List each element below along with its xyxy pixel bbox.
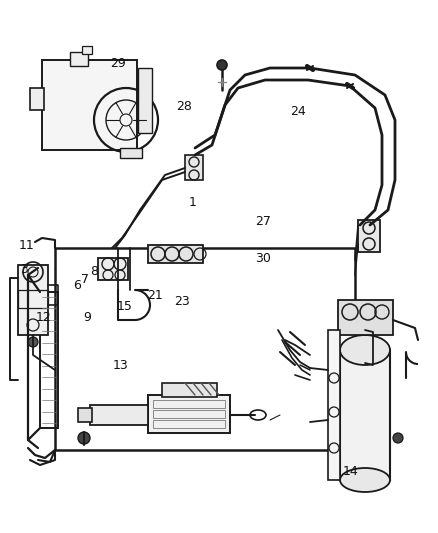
Ellipse shape	[340, 468, 390, 492]
Text: 8: 8	[90, 265, 98, 278]
Bar	[153, 420, 225, 428]
Text: 23: 23	[174, 295, 190, 308]
Bar	[148, 245, 203, 263]
Bar	[70, 52, 88, 66]
Text: 1: 1	[189, 196, 197, 209]
Bar	[120, 148, 142, 158]
Bar	[355, 330, 365, 338]
Bar	[355, 355, 365, 363]
Bar	[98, 258, 128, 280]
Bar	[148, 395, 230, 433]
Bar	[153, 410, 225, 418]
Bar	[328, 330, 340, 480]
Text: 30: 30	[255, 252, 271, 265]
Ellipse shape	[340, 335, 390, 365]
Ellipse shape	[126, 411, 134, 419]
Text: 27: 27	[255, 215, 271, 228]
Text: 21: 21	[148, 289, 163, 302]
Bar	[82, 46, 92, 54]
Ellipse shape	[78, 432, 90, 444]
Ellipse shape	[393, 433, 403, 443]
Bar	[18, 265, 48, 335]
Bar	[138, 68, 152, 133]
Text: 12: 12	[36, 311, 52, 324]
Text: 11: 11	[18, 239, 34, 252]
Bar	[40, 292, 58, 428]
Bar	[90, 405, 148, 425]
Ellipse shape	[217, 60, 227, 70]
Text: 14: 14	[343, 465, 358, 478]
Text: 13: 13	[113, 359, 128, 372]
Text: 24: 24	[290, 106, 306, 118]
Bar	[30, 88, 44, 110]
Bar	[338, 300, 393, 335]
Text: 28: 28	[176, 100, 192, 113]
Bar	[42, 60, 137, 150]
Text: 29: 29	[110, 58, 126, 70]
Bar	[55, 248, 355, 450]
Bar	[340, 350, 390, 480]
Text: 3: 3	[20, 263, 28, 276]
Ellipse shape	[28, 337, 38, 347]
Text: 6: 6	[73, 279, 81, 292]
Bar	[162, 383, 217, 397]
Bar	[358, 220, 380, 252]
Bar	[78, 408, 92, 422]
Text: 15: 15	[117, 300, 133, 313]
Bar	[153, 400, 225, 408]
Text: 7: 7	[81, 273, 89, 286]
Bar	[185, 155, 203, 180]
Bar	[18, 290, 48, 308]
Text: 9: 9	[84, 311, 92, 324]
